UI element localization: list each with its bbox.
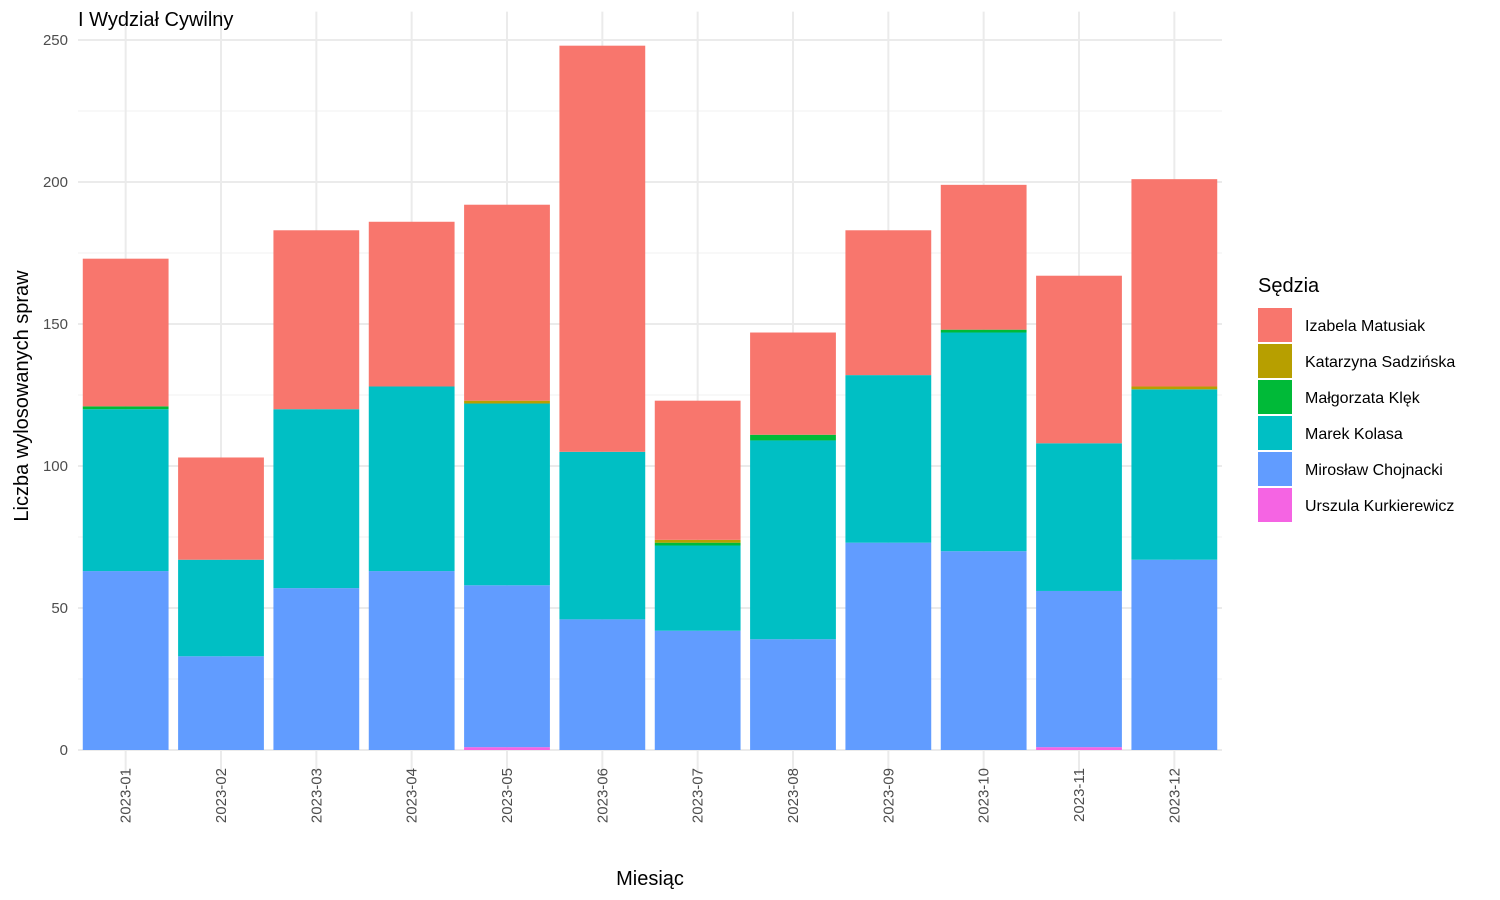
bar-segment [845, 542, 932, 750]
legend-swatch [1258, 416, 1292, 450]
legend-title: Sędzia [1258, 275, 1320, 297]
bar-segment [464, 400, 550, 404]
bar-segment [750, 639, 836, 750]
x-tick-label: 2023-07 [690, 768, 707, 823]
x-tick-label: 2023-03 [308, 768, 325, 823]
bar-segment [845, 230, 932, 376]
bar-segment [1131, 386, 1218, 390]
bar-segment [940, 329, 1027, 333]
x-tick-label: 2023-11 [1071, 768, 1088, 822]
y-axis-title: Liczba wylosowanych spraw [11, 270, 33, 522]
bar-segment [654, 400, 741, 540]
x-tick-label: 2023-10 [976, 768, 993, 823]
legend-label: Urszula Kurkierewicz [1305, 498, 1454, 515]
bar-segment [654, 542, 741, 546]
legend: Sędzia Izabela Matusiak Katarzyna Sadzińs… [1258, 275, 1455, 522]
bar-segment [845, 375, 932, 543]
bar-segment [1036, 747, 1122, 750]
bar-segment [1036, 443, 1122, 591]
bar-segment [82, 571, 169, 750]
bar-segment [82, 258, 169, 407]
bar-segment [82, 409, 169, 572]
x-tick-label: 2023-09 [880, 768, 897, 823]
legend-label: Mirosław Chojnacki [1305, 462, 1443, 479]
bar-segment [178, 457, 264, 560]
legend-label: Marek Kolasa [1305, 426, 1403, 443]
x-tick-label: 2023-04 [404, 768, 421, 823]
bar-segment [273, 588, 360, 750]
bar-segment [940, 332, 1027, 552]
legend-swatch [1258, 380, 1292, 414]
bar-segment [1036, 275, 1122, 444]
y-tick-label: 150 [43, 316, 68, 333]
bar-segment [559, 451, 646, 620]
bars [82, 45, 1218, 750]
bar-segment [1036, 590, 1122, 748]
bar-segment [368, 386, 455, 572]
bar-segment [464, 403, 550, 586]
x-tick-label: 2023-01 [118, 768, 135, 823]
legend-swatch [1258, 488, 1292, 522]
bar-segment [1131, 389, 1218, 560]
bar-segment [750, 332, 836, 435]
legend-swatch [1258, 452, 1292, 486]
bar-segment [464, 204, 550, 401]
bar-segment [940, 184, 1027, 330]
y-axis-ticks: 0 50 100 150 200 250 [43, 32, 68, 759]
bar-segment [368, 571, 455, 750]
bar-segment [273, 230, 360, 410]
legend-swatch [1258, 308, 1292, 342]
bar-segment [178, 559, 264, 657]
bar-segment [940, 551, 1027, 750]
bar-segment [654, 539, 741, 543]
bar-segment [1131, 179, 1218, 387]
bar-segment [654, 630, 741, 750]
x-axis-ticks: 2023-01 2023-02 2023-03 2023-04 2023-05 2023-… [118, 768, 1184, 823]
legend-label: Katarzyna Sadzińska [1305, 354, 1455, 371]
bar-segment [654, 545, 741, 631]
bar-segment [82, 406, 169, 410]
bar-segment [750, 440, 836, 640]
bar-segment [559, 45, 646, 452]
legend-label: Małgorzata Klęk [1305, 390, 1421, 407]
bar-segment [273, 409, 360, 589]
x-tick-label: 2023-06 [594, 768, 611, 823]
y-tick-label: 250 [43, 32, 68, 49]
y-tick-label: 0 [60, 742, 68, 759]
y-tick-label: 100 [43, 458, 68, 475]
y-tick-label: 200 [43, 174, 68, 191]
bar-segment [1131, 559, 1218, 750]
y-tick-label: 50 [51, 600, 68, 617]
bar-segment [368, 221, 455, 387]
x-tick-label: 2023-12 [1166, 768, 1183, 823]
bar-segment [464, 585, 550, 748]
bar-segment [559, 619, 646, 750]
x-axis-title: Miesiąc [616, 868, 684, 890]
x-tick-label: 2023-05 [499, 768, 516, 823]
bar-segment [178, 656, 264, 750]
chart-title: I Wydział Cywilny [78, 9, 233, 31]
legend-label: Izabela Matusiak [1305, 318, 1426, 335]
bar-segment [750, 434, 836, 441]
bar-segment [464, 747, 550, 750]
legend-swatch [1258, 344, 1292, 378]
x-tick-label: 2023-08 [785, 768, 802, 823]
x-tick-label: 2023-02 [213, 768, 230, 823]
